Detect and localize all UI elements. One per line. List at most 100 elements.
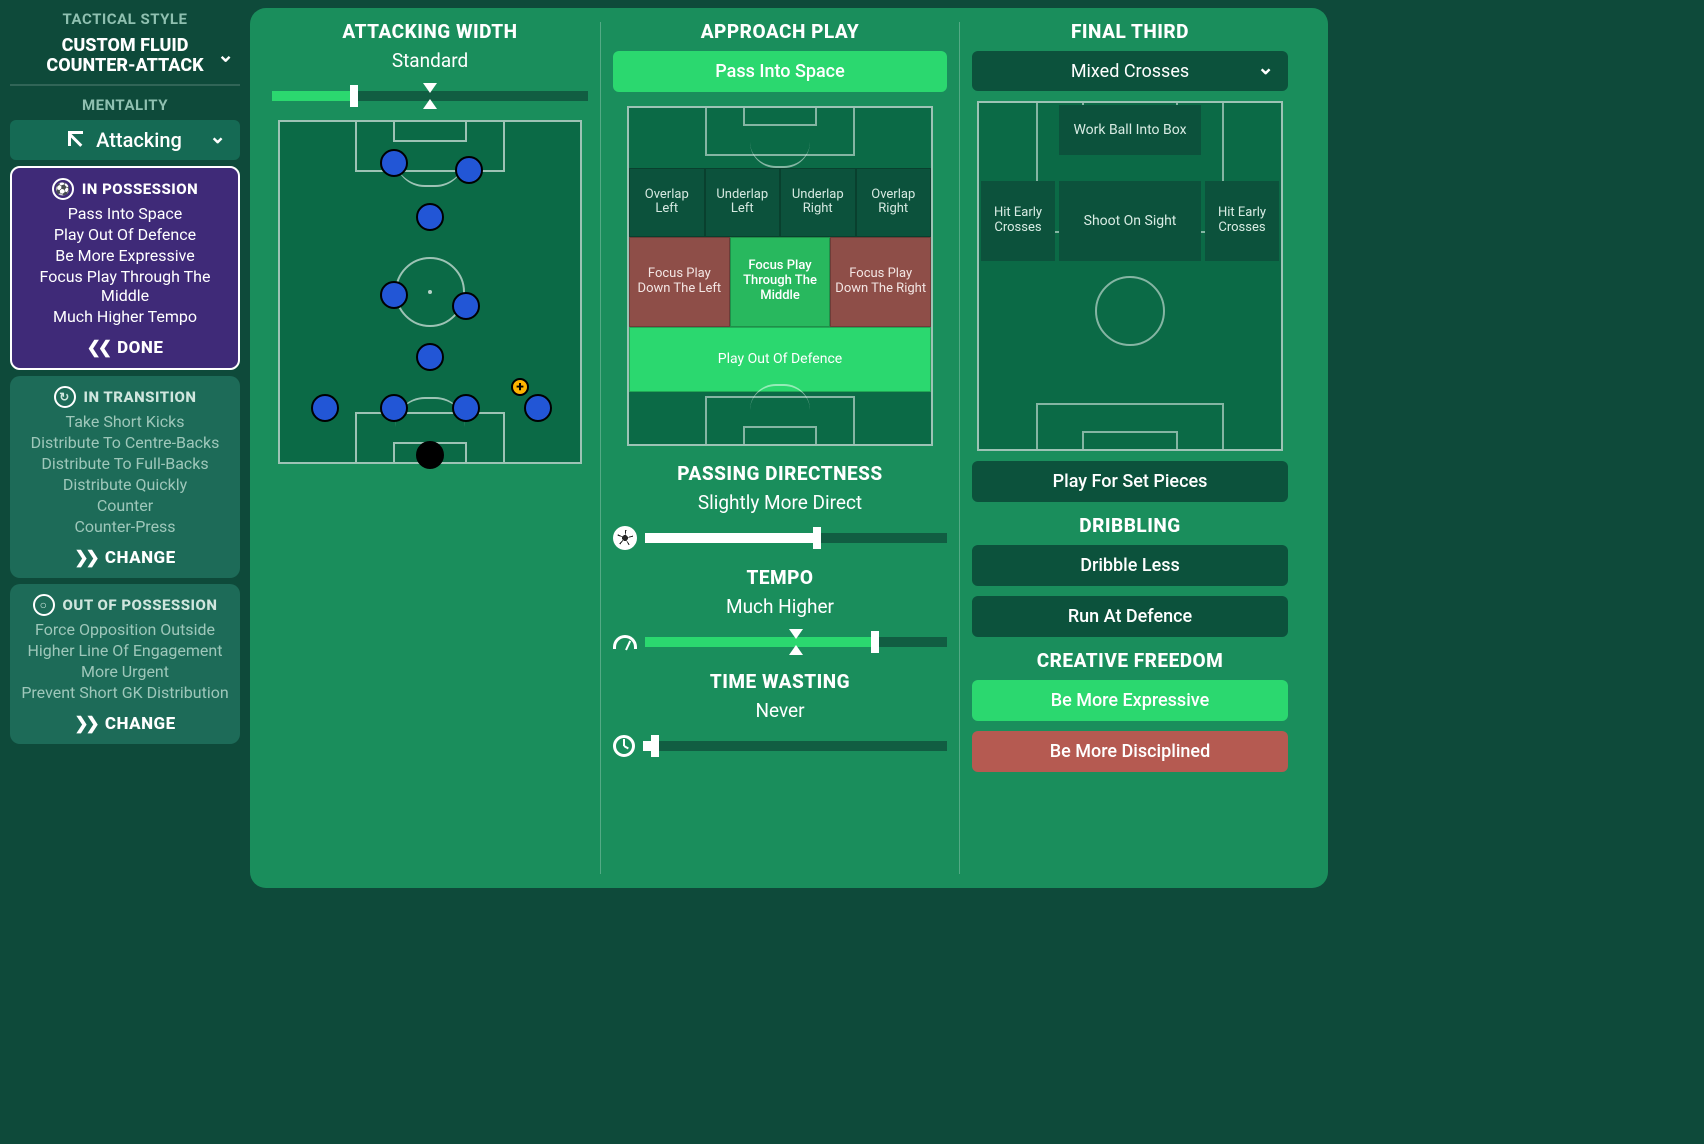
formation-pitch[interactable]: + (278, 120, 582, 464)
phase-list: Take Short Kicks Distribute To Centre-Ba… (31, 412, 220, 536)
column-approach-play: APPROACH PLAY Pass Into Space Overlap Le… (600, 22, 960, 874)
be-more-disciplined-button[interactable]: Be More Disciplined (972, 731, 1288, 772)
time-wasting-value: Never (755, 699, 804, 722)
tactical-style-label: TACTICAL STYLE (10, 10, 240, 28)
overlap-left-cell[interactable]: Overlap Left (629, 168, 705, 237)
phase-title: ↻ IN TRANSITION (54, 386, 197, 408)
phase-action-label: DONE (117, 338, 163, 358)
attacking-width-slider[interactable] (272, 82, 588, 110)
shoot-on-sight-zone[interactable]: Shoot On Sight (1059, 181, 1201, 261)
column-attacking-width: ATTACKING WIDTH Standard + (260, 22, 600, 874)
phase-title-text: IN POSSESSION (82, 180, 198, 198)
column-final-third: FINAL THIRD Mixed Crosses Work Ball Into… (960, 22, 1300, 874)
list-item: Counter-Press (74, 517, 175, 536)
hit-early-crosses-right-zone[interactable]: Hit Early Crosses (1205, 181, 1279, 261)
ball-icon (613, 526, 637, 550)
phase-title-text: IN TRANSITION (84, 388, 197, 406)
creative-freedom-title: CREATIVE FREEDOM (1037, 651, 1224, 670)
phase-list: Force Opposition Outside Higher Line Of … (21, 620, 228, 702)
pass-into-space-button[interactable]: Pass Into Space (613, 51, 947, 92)
list-item: More Urgent (81, 662, 169, 681)
mentality-label: MENTALITY (10, 96, 240, 114)
tactical-style-dropdown[interactable]: CUSTOM FLUID COUNTER-ATTACK (10, 34, 240, 86)
tactical-style-line1: CUSTOM FLUID (34, 36, 216, 56)
be-more-expressive-button[interactable]: Be More Expressive (972, 680, 1288, 721)
phase-out-of-possession[interactable]: ○ OUT OF POSSESSION Force Opposition Out… (10, 584, 240, 744)
dribbling-title: DRIBBLING (1079, 516, 1180, 535)
approach-play-pitch: Overlap Left Underlap Left Underlap Righ… (627, 106, 933, 446)
focus-left-cell[interactable]: Focus Play Down The Left (629, 237, 730, 327)
hit-early-crosses-left-zone[interactable]: Hit Early Crosses (981, 181, 1055, 261)
main-panel: ATTACKING WIDTH Standard + APPROACH PLAY… (250, 8, 1328, 888)
focus-middle-cell[interactable]: Focus Play Through The Middle (730, 237, 831, 327)
player-gk[interactable] (416, 441, 444, 469)
run-at-defence-button[interactable]: Run At Defence (972, 596, 1288, 637)
clock-icon (613, 735, 635, 757)
list-item: Distribute To Full-Backs (41, 454, 208, 473)
phase-change-button[interactable]: CHANGE (74, 714, 175, 734)
transition-icon: ↻ (54, 386, 76, 408)
phase-action-label: CHANGE (105, 548, 176, 568)
player-dot[interactable] (452, 394, 480, 422)
passing-directness-title: PASSING DIRECTNESS (677, 464, 882, 483)
time-wasting-slider[interactable] (643, 732, 947, 760)
play-out-of-defence-cell[interactable]: Play Out Of Defence (629, 327, 931, 392)
tempo-slider[interactable] (645, 628, 947, 656)
play-for-set-pieces-button[interactable]: Play For Set Pieces (972, 461, 1288, 502)
phase-done-button[interactable]: DONE (87, 338, 164, 358)
chevron-down-icon (1257, 59, 1274, 83)
underlap-right-cell[interactable]: Underlap Right (780, 168, 856, 237)
player-dot[interactable] (455, 156, 483, 184)
tempo-value: Much Higher (726, 595, 834, 618)
list-item: Counter (97, 496, 153, 515)
list-item: Focus Play Through The Middle (20, 267, 230, 305)
mentality-dropdown[interactable]: Attacking (10, 120, 240, 160)
chevron-down-icon (217, 47, 234, 70)
list-item: Be More Expressive (55, 246, 195, 265)
sidebar: TACTICAL STYLE CUSTOM FLUID COUNTER-ATTA… (0, 0, 250, 896)
double-chevron-right-icon (74, 548, 97, 568)
phase-action-label: CHANGE (105, 714, 176, 734)
attacking-arrow-icon (68, 131, 86, 149)
phase-title: ○ OUT OF POSSESSION (33, 594, 218, 616)
phase-in-transition[interactable]: ↻ IN TRANSITION Take Short Kicks Distrib… (10, 376, 240, 578)
player-dot[interactable] (380, 149, 408, 177)
work-ball-into-box-zone[interactable]: Work Ball Into Box (1059, 105, 1201, 155)
list-item: Pass Into Space (68, 204, 183, 223)
passing-directness-value: Slightly More Direct (698, 491, 862, 514)
player-dot[interactable] (452, 292, 480, 320)
list-item: Distribute To Centre-Backs (31, 433, 220, 452)
list-item: Much Higher Tempo (53, 307, 197, 326)
tactical-style-line2: COUNTER-ATTACK (34, 56, 216, 76)
approach-play-title: APPROACH PLAY (701, 22, 860, 41)
dribble-less-button[interactable]: Dribble Less (972, 545, 1288, 586)
phase-title-text: OUT OF POSSESSION (63, 596, 218, 614)
double-chevron-right-icon (74, 714, 97, 734)
player-dot[interactable] (380, 281, 408, 309)
player-dot[interactable] (416, 343, 444, 371)
mentality-value: Attacking (96, 128, 182, 152)
phase-change-button[interactable]: CHANGE (74, 548, 175, 568)
player-dot[interactable] (416, 203, 444, 231)
out-possession-icon: ○ (33, 594, 55, 616)
player-dot[interactable] (380, 394, 408, 422)
final-third-title: FINAL THIRD (1071, 22, 1189, 41)
player-dot[interactable] (311, 394, 339, 422)
add-player-button[interactable]: + (511, 378, 529, 396)
phase-title: ⚽ IN POSSESSION (52, 178, 198, 200)
cross-type-value: Mixed Crosses (1071, 61, 1189, 82)
phase-in-possession[interactable]: ⚽ IN POSSESSION Pass Into Space Play Out… (10, 166, 240, 370)
list-item: Higher Line Of Engagement (28, 641, 223, 660)
final-third-pitch: Work Ball Into Box Hit Early Crosses Sho… (977, 101, 1283, 451)
phase-list: Pass Into Space Play Out Of Defence Be M… (20, 204, 230, 326)
cross-type-dropdown[interactable]: Mixed Crosses (972, 51, 1288, 91)
focus-right-cell[interactable]: Focus Play Down The Right (830, 237, 931, 327)
player-dot[interactable] (524, 394, 552, 422)
double-chevron-left-icon (87, 338, 110, 358)
time-wasting-title: TIME WASTING (710, 672, 850, 691)
passing-directness-slider[interactable] (645, 524, 947, 552)
underlap-left-cell[interactable]: Underlap Left (705, 168, 781, 237)
overlap-right-cell[interactable]: Overlap Right (856, 168, 932, 237)
list-item: Play Out Of Defence (54, 225, 196, 244)
attacking-width-value: Standard (392, 49, 468, 72)
